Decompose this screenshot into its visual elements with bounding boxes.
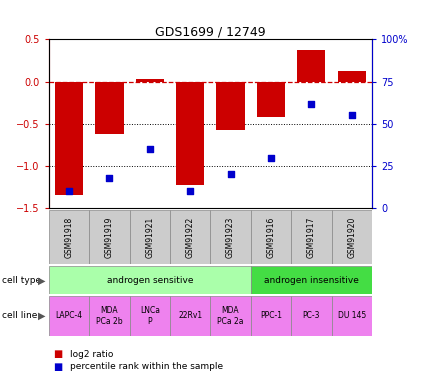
Point (146, 146, 153, 152)
Bar (210, 296, 251, 336)
Bar (176, 82, 204, 184)
Text: cell type: cell type (2, 276, 41, 285)
Bar (251, 210, 291, 264)
Bar (130, 210, 170, 264)
Text: percentile rank within the sample: percentile rank within the sample (70, 362, 223, 371)
Bar (170, 296, 210, 336)
Point (187, 188, 193, 194)
Text: GSM91921: GSM91921 (145, 217, 154, 258)
Bar (257, 82, 285, 117)
Text: PPC-1: PPC-1 (260, 311, 282, 320)
Point (65, 188, 72, 194)
Bar (89, 210, 130, 264)
Text: ■: ■ (53, 350, 62, 359)
Point (106, 175, 113, 181)
Text: PC-3: PC-3 (303, 311, 320, 320)
Text: GSM91923: GSM91923 (226, 216, 235, 258)
Bar (297, 50, 326, 82)
Text: GSM91920: GSM91920 (347, 216, 356, 258)
Title: GDS1699 / 12749: GDS1699 / 12749 (155, 25, 266, 38)
Bar (251, 266, 372, 294)
Bar (49, 266, 251, 294)
Text: 22Rv1: 22Rv1 (178, 311, 202, 320)
Text: LNCa
P: LNCa P (140, 306, 160, 326)
Bar (49, 210, 89, 264)
Text: GSM91922: GSM91922 (186, 217, 195, 258)
Bar (332, 296, 372, 336)
Bar (337, 70, 366, 82)
Point (267, 154, 274, 160)
Text: GSM91918: GSM91918 (65, 217, 74, 258)
Bar (136, 79, 164, 82)
Point (227, 171, 234, 177)
Text: androgen insensitive: androgen insensitive (264, 276, 359, 285)
Bar (210, 210, 251, 264)
Text: MDA
PCa 2a: MDA PCa 2a (217, 306, 244, 326)
Point (308, 100, 314, 106)
Point (348, 112, 355, 118)
Text: GSM91916: GSM91916 (266, 216, 275, 258)
Bar (130, 296, 170, 336)
Text: LAPC-4: LAPC-4 (56, 311, 82, 320)
Bar (170, 210, 210, 264)
Text: DU 145: DU 145 (337, 311, 366, 320)
Bar (95, 82, 124, 134)
Bar (291, 210, 332, 264)
Text: log2 ratio: log2 ratio (70, 350, 113, 359)
Bar (332, 210, 372, 264)
Text: GSM91917: GSM91917 (307, 216, 316, 258)
Text: MDA
PCa 2b: MDA PCa 2b (96, 306, 123, 326)
Text: androgen sensitive: androgen sensitive (107, 276, 193, 285)
Text: ▶: ▶ (38, 275, 45, 285)
Bar (49, 296, 89, 336)
Text: ■: ■ (53, 362, 62, 372)
Bar (55, 82, 83, 195)
Bar (291, 296, 332, 336)
Text: GSM91919: GSM91919 (105, 216, 114, 258)
Text: cell line: cell line (2, 311, 37, 320)
Bar (216, 82, 245, 130)
Text: ▶: ▶ (38, 311, 45, 321)
Bar (89, 296, 130, 336)
Bar (251, 296, 291, 336)
